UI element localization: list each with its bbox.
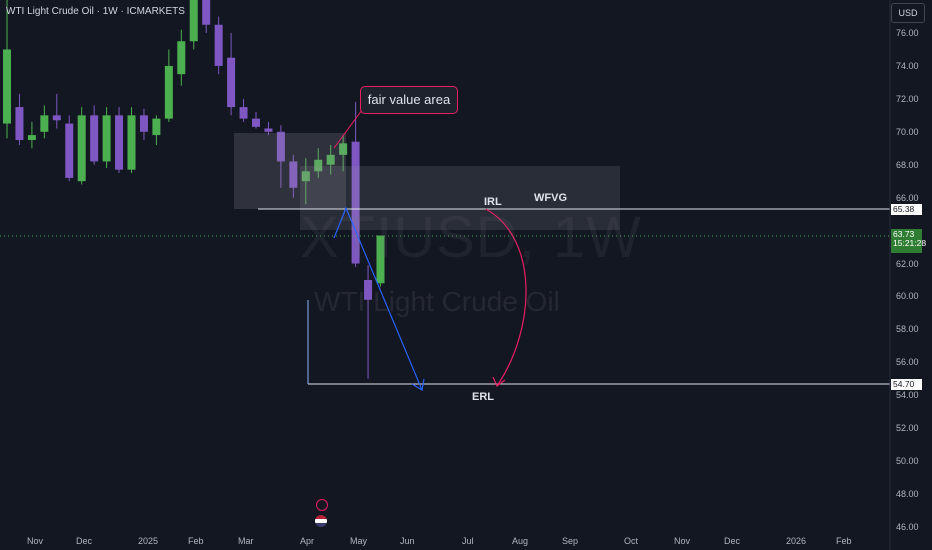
candle-up[interactable]: [376, 235, 385, 284]
candle-down[interactable]: [90, 115, 99, 162]
earnings-event-icon[interactable]: [316, 499, 328, 511]
us-flag-event-icon[interactable]: [315, 515, 327, 527]
bar-countdown: 15:21:28: [893, 238, 927, 248]
currency-button[interactable]: USD: [891, 3, 925, 23]
price-tick-label: 62.00: [896, 258, 919, 269]
current-price-value: 63.73: [893, 229, 915, 239]
price-tick-label: 50.00: [896, 456, 919, 467]
candle-up[interactable]: [326, 154, 335, 165]
time-tick-label: Feb: [836, 536, 852, 546]
time-tick-label: Aug: [512, 536, 529, 546]
candle-up[interactable]: [152, 118, 161, 136]
candle-down[interactable]: [351, 141, 360, 264]
projection-path-blue[interactable]: [333, 206, 423, 391]
candle-up[interactable]: [189, 0, 198, 42]
candle-up[interactable]: [3, 49, 11, 124]
candle-down[interactable]: [264, 128, 273, 132]
time-tick-label: Dec: [76, 536, 93, 546]
price-tick-label: 60.00: [896, 291, 919, 302]
arrowhead-blue: [411, 378, 425, 391]
curve-arrow-red[interactable]: [485, 208, 527, 387]
time-tick-label: 2025: [138, 536, 159, 546]
price-tick-label: 58.00: [896, 324, 919, 335]
time-tick-label: Feb: [188, 536, 204, 546]
candle-down[interactable]: [15, 107, 24, 141]
time-tick-label: Nov: [27, 536, 44, 546]
candle-down[interactable]: [252, 118, 260, 127]
price-tick-label: 54.00: [896, 390, 919, 401]
candle-up[interactable]: [314, 159, 323, 172]
candle-up[interactable]: [40, 115, 49, 132]
candle-up[interactable]: [27, 135, 36, 141]
wfvg-zone[interactable]: [300, 166, 620, 230]
fair-value-area-callout[interactable]: fair value area: [360, 86, 458, 114]
price-tick-label: 48.00: [896, 489, 919, 500]
candle-up[interactable]: [301, 171, 310, 182]
current-price-tag: 63.73 15:21:28: [891, 229, 927, 253]
candle-up[interactable]: [127, 115, 136, 170]
callout-pointer: [333, 105, 366, 149]
time-tick-label: Oct: [624, 536, 639, 546]
time-tick-label: Jul: [462, 536, 474, 546]
candle-up[interactable]: [164, 65, 173, 119]
candle-down[interactable]: [364, 280, 373, 300]
candle-down[interactable]: [115, 115, 124, 170]
price-tick-label: 74.00: [896, 60, 919, 71]
time-tick-label: Nov: [674, 536, 691, 546]
price-tick-label: 72.00: [896, 93, 919, 104]
candle-down[interactable]: [65, 123, 74, 178]
time-tick-label: Mar: [238, 536, 254, 546]
price-tick-label: 70.00: [896, 126, 919, 137]
candle-up[interactable]: [102, 115, 111, 162]
price-tick-label: 68.00: [896, 159, 919, 170]
wfvg-label[interactable]: WFVG: [534, 192, 567, 204]
price-tick-label: 76.00: [896, 28, 919, 38]
time-tick-label: Sep: [562, 536, 579, 546]
candle-series: [3, 0, 385, 379]
price-tick-label: 52.00: [896, 423, 919, 434]
candle-down[interactable]: [289, 161, 298, 188]
candle-down[interactable]: [214, 24, 223, 66]
candle-down[interactable]: [139, 115, 148, 132]
candle-down[interactable]: [52, 115, 61, 121]
time-tick-label: Dec: [724, 536, 741, 546]
candle-up[interactable]: [77, 115, 86, 182]
time-tick-label: Jun: [400, 536, 415, 546]
time-tick-label: 2026: [786, 536, 807, 546]
price-tick-label: 46.00: [896, 522, 919, 532]
time-tick-label: Apr: [300, 536, 315, 546]
irl-label[interactable]: IRL: [484, 196, 502, 208]
arrowhead-red: [492, 376, 506, 387]
candle-down[interactable]: [227, 57, 236, 108]
candle-down[interactable]: [276, 131, 285, 162]
candle-up[interactable]: [339, 143, 348, 155]
time-tick-label: May: [350, 536, 368, 546]
name-watermark: WTI Light Crude Oil: [314, 286, 560, 317]
fair-value-area-zone[interactable]: [234, 133, 346, 209]
irl-price-tag: 65.38: [891, 204, 922, 215]
candle-down[interactable]: [239, 107, 248, 119]
candle-down[interactable]: [202, 0, 211, 25]
erl-label[interactable]: ERL: [472, 391, 494, 403]
symbol-header[interactable]: WTI Light Crude Oil · 1W · ICMARKETS: [6, 6, 185, 17]
candle-up[interactable]: [177, 41, 186, 75]
price-tick-label: 66.00: [896, 192, 919, 203]
symbol-watermark: XTIUSD, 1W: [300, 205, 642, 270]
price-tick-label: 56.00: [896, 357, 919, 368]
erl-price-tag: 54.70: [891, 379, 922, 390]
